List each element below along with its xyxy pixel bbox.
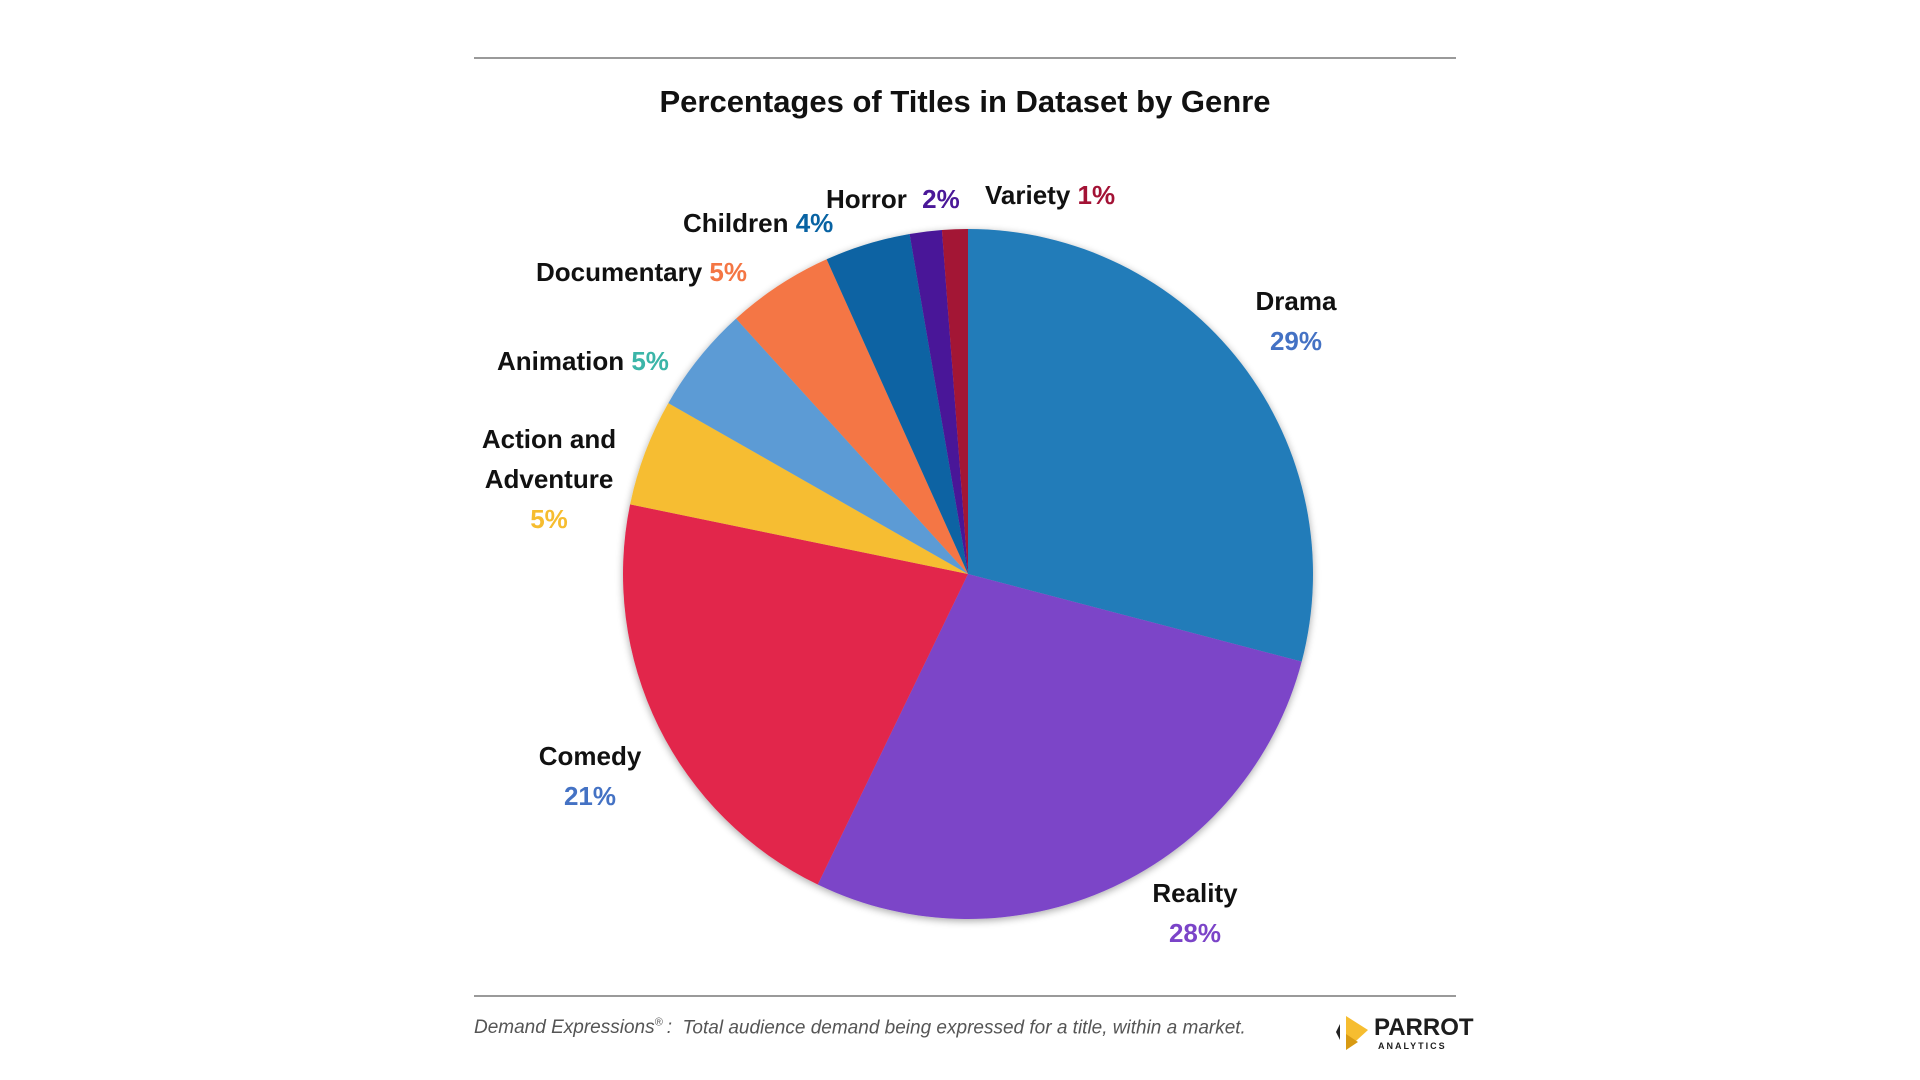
label-horror: Horror 2% [826, 179, 960, 219]
label-comedy-name: Comedy [538, 741, 642, 771]
logo-sub: ANALYTICS [1378, 1041, 1447, 1051]
pie-slice-children [826, 233, 968, 575]
label-children: Children 4% [683, 203, 833, 243]
label-children-pct: 4% [795, 208, 834, 238]
label-children-name: Children [683, 208, 789, 238]
label-action-adventure-pct: 5% [530, 504, 568, 534]
top-divider [474, 57, 1456, 59]
label-documentary-pct: 5% [709, 257, 747, 287]
label-reality-pct: 28% [1168, 918, 1222, 948]
label-reality: Reality 28% [1130, 873, 1260, 953]
label-drama-name: Drama [1255, 286, 1337, 316]
label-documentary-name: Documentary [536, 257, 703, 287]
label-reality-name: Reality [1152, 878, 1238, 908]
pie-slice-reality [817, 574, 1302, 919]
parrot-analytics-logo: PARROT ANALYTICS [1330, 1008, 1474, 1056]
label-horror-pct: 2% [922, 184, 960, 214]
label-animation-pct: 5% [631, 346, 669, 376]
label-animation-name: Animation [497, 346, 625, 376]
label-documentary: Documentary 5% [536, 252, 747, 292]
label-action-adventure-line2: Adventure [484, 464, 614, 494]
label-action-adventure: Action and Adventure 5% [464, 419, 634, 539]
pie-slice-animation [668, 318, 968, 574]
footnote-term: Demand Expressions® [474, 1017, 663, 1038]
label-variety-name: Variety [985, 180, 1071, 210]
footnote-description: Total audience demand being expressed fo… [682, 1017, 1246, 1039]
parrot-logo-icon [1336, 1016, 1368, 1050]
label-comedy-pct: 21% [563, 781, 617, 811]
pie-slice-horror [909, 229, 968, 575]
footnote-term-mark: ® [654, 1017, 663, 1029]
label-variety-pct: 1% [1077, 180, 1116, 210]
pie-slice-drama [968, 229, 1314, 662]
pie-slice-action-and-adventure [630, 403, 968, 574]
label-action-adventure-line1: Action and [481, 424, 617, 454]
footnote: Demand Expressions®: Total audience dema… [474, 1017, 1246, 1039]
label-drama: Drama 29% [1236, 281, 1356, 361]
label-comedy: Comedy 21% [525, 736, 655, 816]
label-drama-pct: 29% [1269, 326, 1323, 356]
logo-word: PARROT [1374, 1014, 1474, 1041]
pie-slice-variety [941, 229, 968, 574]
footnote-term-text: Demand Expressions [474, 1017, 655, 1039]
chart-title: Percentages of Titles in Dataset by Genr… [659, 84, 1271, 119]
label-variety: Variety 1% [985, 175, 1115, 215]
label-horror-name: Horror [826, 184, 907, 214]
bottom-divider [474, 995, 1456, 997]
footnote-separator: : [666, 1017, 672, 1039]
pie-slice-documentary [736, 259, 968, 574]
pie-slices [622, 229, 1314, 919]
label-animation: Animation 5% [497, 341, 669, 381]
pie-slice-comedy [622, 504, 968, 885]
